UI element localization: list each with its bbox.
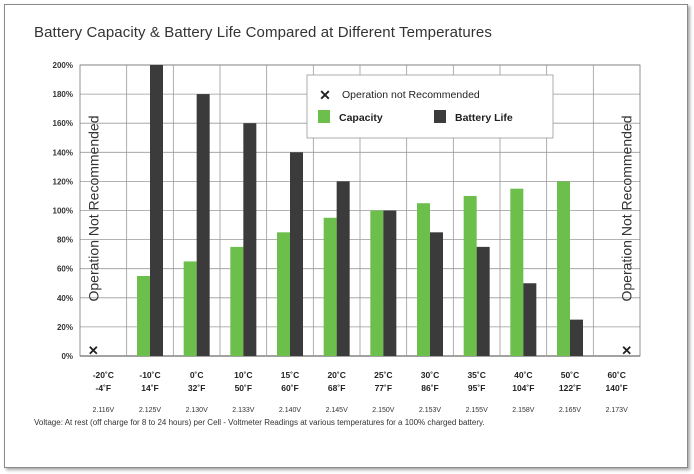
capacity-bar (137, 275, 150, 356)
legend-box (306, 74, 554, 139)
x-tick-celsius: 25˚C (374, 370, 392, 380)
y-tick-label: 140% (53, 148, 73, 157)
legend-battery-life-swatch (434, 110, 446, 123)
voltage-label: 2.173V (606, 407, 629, 414)
voltage-label: 2.125V (139, 407, 162, 414)
voltage-label: 2.116V (92, 407, 114, 414)
y-tick-label: 20% (57, 323, 73, 332)
battery-life-bar (570, 319, 583, 356)
y-tick-label: 100% (53, 207, 73, 216)
voltage-label: 2.158V (512, 407, 535, 414)
x-tick-fahrenheit: 32˚F (188, 383, 205, 393)
battery-life-bar (150, 65, 163, 356)
legend-capacity-label: Capacity (339, 112, 383, 124)
capacity-bar (370, 210, 384, 356)
y-tick-label: 60% (57, 265, 73, 274)
y-tick-label: 0% (61, 352, 73, 361)
capacity-bar (230, 246, 244, 356)
battery-life-bar (336, 181, 350, 356)
x-tick-fahrenheit: 60˚F (281, 383, 298, 393)
x-tick-celsius: 0˚C (190, 370, 204, 380)
legend-battery-life-label: Battery Life (455, 112, 513, 124)
legend-not-recommended-label: Operation not Recommended (342, 89, 480, 101)
battery-life-bar (476, 246, 490, 356)
voltage-label: 2.130V (186, 407, 209, 414)
capacity-bar (323, 217, 337, 356)
x-tick-fahrenheit: 77˚F (375, 383, 392, 393)
x-tick-celsius: 35˚C (467, 370, 485, 380)
x-tick-fahrenheit: 86˚F (421, 383, 438, 393)
legend-x-icon: ✕ (319, 87, 331, 103)
voltage-label: 2.140V (279, 407, 302, 414)
voltage-label: 2.145V (326, 407, 349, 414)
voltage-label: 2.150V (372, 407, 395, 414)
chart-title: Battery Capacity & Battery Life Compared… (34, 24, 492, 41)
capacity-bar (463, 195, 477, 356)
x-tick-fahrenheit: -4˚F (96, 383, 112, 393)
legend-capacity-swatch (318, 110, 330, 123)
not-recommended-x-icon: ✕ (621, 343, 632, 358)
not-recommended-vertical-label: Operation Not Recommended (85, 116, 101, 302)
battery-life-bar (430, 232, 443, 356)
battery-life-bar (383, 210, 397, 356)
capacity-bar (277, 232, 290, 356)
x-tick-fahrenheit: 122˚F (559, 383, 581, 393)
voltage-label: 2.153V (419, 407, 442, 414)
x-tick-fahrenheit: 140˚F (606, 383, 628, 393)
not-recommended-vertical-label: Operation Not Recommended (619, 116, 635, 302)
x-tick-fahrenheit: 95˚F (468, 383, 485, 393)
capacity-bar (417, 203, 430, 356)
capacity-bar (183, 261, 197, 356)
x-tick-celsius: -20˚C (93, 370, 114, 380)
voltage-footnote: Voltage: At rest (off charge for 8 to 24… (34, 418, 485, 427)
battery-life-bar (243, 123, 257, 356)
y-tick-label: 120% (53, 177, 73, 186)
x-tick-celsius: 10˚C (234, 370, 252, 380)
y-tick-label: 160% (53, 119, 73, 128)
capacity-bar (557, 181, 570, 356)
x-tick-celsius: 60˚C (607, 370, 625, 380)
y-tick-label: 180% (53, 90, 73, 99)
y-tick-label: 200% (53, 61, 73, 70)
x-tick-fahrenheit: 50˚F (235, 383, 252, 393)
voltage-label: 2.133V (232, 407, 255, 414)
x-tick-celsius: 20˚C (327, 370, 345, 380)
battery-life-bar (523, 283, 537, 356)
y-tick-label: 80% (57, 236, 73, 245)
voltage-label: 2.165V (559, 407, 582, 414)
x-tick-fahrenheit: 14˚F (141, 383, 158, 393)
x-tick-celsius: 50˚C (561, 370, 579, 380)
battery-life-bar (196, 94, 210, 356)
x-tick-fahrenheit: 68˚F (328, 383, 345, 393)
voltage-label: 2.155V (466, 407, 489, 414)
x-tick-celsius: 40˚C (514, 370, 532, 380)
x-tick-celsius: -10˚C (139, 370, 160, 380)
x-tick-celsius: 15˚C (281, 370, 299, 380)
x-tick-celsius: 30˚C (421, 370, 439, 380)
not-recommended-x-icon: ✕ (88, 343, 99, 358)
x-tick-fahrenheit: 104˚F (512, 383, 534, 393)
battery-life-bar (290, 152, 303, 356)
y-tick-label: 40% (57, 294, 73, 303)
capacity-bar (510, 188, 524, 356)
